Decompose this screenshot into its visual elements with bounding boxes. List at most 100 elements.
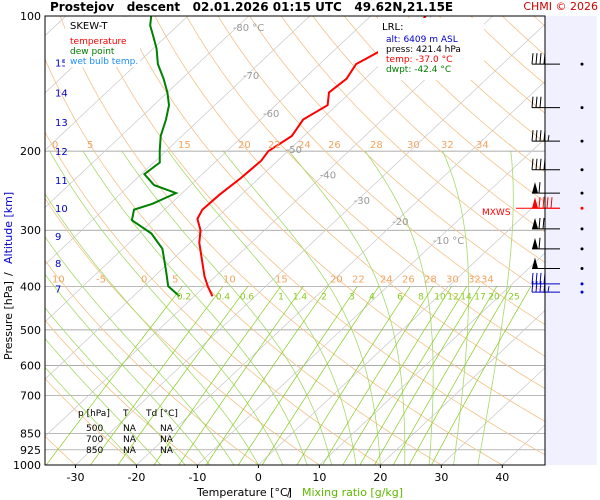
wind-barb-full xyxy=(539,96,542,108)
pressure-tick-label: 400 xyxy=(20,280,41,293)
mixing-ratio-label: 1 xyxy=(278,292,284,302)
wind-barb xyxy=(532,182,584,195)
mixing-ratio-line xyxy=(408,286,512,465)
wind-barb-full xyxy=(531,158,534,170)
lrl-title: LRL: xyxy=(382,22,403,33)
table-cell-p: 850 xyxy=(86,446,103,456)
table-header-td: Td [°C] xyxy=(145,409,178,419)
moist-adiabat-line xyxy=(167,150,357,465)
mixing-ratio-label: 20 xyxy=(488,292,500,302)
mixing-ratio-line xyxy=(392,286,498,465)
wind-barb-full xyxy=(539,158,542,170)
isotherm-line xyxy=(45,16,128,94)
mixing-ratio-line xyxy=(117,286,249,465)
dry-adiabat-label: 24 xyxy=(298,140,311,151)
table-header-p: p [hPa] xyxy=(78,409,110,419)
mixing-ratio-line xyxy=(261,286,380,465)
lrl-alt: alt: 6409 m ASL xyxy=(386,35,458,45)
mixing-ratio-label: 3 xyxy=(349,292,355,302)
y-axis-label-pressure: Pressure [hPa] xyxy=(2,281,15,360)
dry-adiabat-label: 30 xyxy=(446,274,459,285)
mixing-ratio-line xyxy=(153,286,282,465)
isotherm-line xyxy=(45,16,432,380)
wind-barb-full xyxy=(535,96,538,108)
altitude-tick-label: 10 xyxy=(55,204,68,215)
wind-barb-full xyxy=(531,281,534,293)
wind-barb-full xyxy=(539,130,542,142)
wind-barb-full xyxy=(535,272,538,284)
dry-adiabat-label: 5 xyxy=(87,140,93,151)
wind-barb-full xyxy=(531,96,534,108)
wind-barb-full xyxy=(539,53,542,65)
table-cell-t: NA xyxy=(123,446,137,456)
wind-barb-dot xyxy=(580,247,584,251)
x-axis-separator: / xyxy=(287,486,291,499)
lrl-box: LRL: alt: 6409 m ASL press: 421.4 hPa te… xyxy=(378,18,484,80)
station-name: Prostejov xyxy=(50,0,115,14)
dry-adiabat-line xyxy=(280,16,545,263)
altitude-tick-label: 9 xyxy=(55,232,61,243)
dry-adiabat-line xyxy=(217,16,545,326)
wind-barb-full xyxy=(539,272,542,284)
dry-adiabat-line xyxy=(59,16,503,465)
legend-item-temperature: temperature xyxy=(70,37,127,47)
dry-adiabat-line xyxy=(45,259,259,465)
moist-adiabat-line xyxy=(288,150,406,465)
wind-barb-half xyxy=(547,135,550,142)
dry-adiabat-line xyxy=(343,16,545,203)
dry-adiabat-label: 26 xyxy=(402,274,415,285)
dry-adiabat-label: -5 xyxy=(96,274,106,285)
wind-barb-full xyxy=(538,182,541,194)
mixing-ratio-line xyxy=(342,286,452,465)
sounding-position: 49.62N,21.15E xyxy=(354,0,454,14)
wind-panel xyxy=(545,16,597,465)
wind-barb-dot xyxy=(580,206,584,210)
mixing-ratio-label: 12 xyxy=(447,292,458,302)
wind-barb-pennant xyxy=(532,257,538,269)
temp-tick-label: 10 xyxy=(312,471,326,484)
dry-adiabat-label: 30 xyxy=(407,140,420,151)
dry-adiabat-label: 26 xyxy=(328,140,341,151)
mixing-ratio-line xyxy=(46,286,183,465)
sounding-kind: descent xyxy=(126,0,181,14)
wind-barb-full xyxy=(535,158,538,170)
temp-tick-label: -30 xyxy=(67,471,85,484)
isotherm-label: -60 xyxy=(263,109,279,120)
pressure-tick-label: 300 xyxy=(20,224,41,237)
isotherm-line xyxy=(441,367,545,465)
pressure-tick-label: 500 xyxy=(20,324,41,337)
legend-item-dewpoint: dew point xyxy=(70,47,115,57)
mixing-ratio-label: 0.2 xyxy=(177,292,191,302)
wind-barb xyxy=(531,96,584,110)
wind-barb-full xyxy=(531,130,534,142)
temp-tick-label: 40 xyxy=(495,471,509,484)
altitude-tick-label: 11 xyxy=(55,176,68,187)
mixing-ratio-label: 1.4 xyxy=(293,292,308,302)
pressure-tick-label: 850 xyxy=(20,427,41,440)
wind-barb-dot xyxy=(580,227,584,231)
wind-barb-dot xyxy=(580,266,584,270)
temperature-profile xyxy=(196,16,427,297)
dry-adiabat-label: 20 xyxy=(330,274,343,285)
wind-barb-dot xyxy=(580,139,584,143)
altitude-tick-label: 13 xyxy=(55,118,68,129)
wind-barb-full xyxy=(546,197,549,209)
dry-adiabat-line xyxy=(154,16,545,390)
dry-adiabat-label: 0 xyxy=(52,140,58,151)
moist-adiabat-line xyxy=(45,236,235,465)
wind-barb-full xyxy=(535,53,538,65)
moist-adiabat-line xyxy=(45,337,162,465)
mixing-ratio-line xyxy=(205,286,329,465)
mixing-ratio-label: 8 xyxy=(418,292,424,302)
table-cell-td: NA xyxy=(160,446,174,456)
table-cell-p: 700 xyxy=(86,435,103,445)
wind-barb-pennant xyxy=(532,237,538,249)
dry-adiabat-label: 34 xyxy=(476,140,489,151)
temp-tick-label: 30 xyxy=(434,471,448,484)
table-cell-t: NA xyxy=(123,435,137,445)
wind-barb-full xyxy=(531,272,534,284)
moist-adiabat-line xyxy=(222,150,381,465)
y-axis-separator: / xyxy=(2,272,15,276)
wind-barb-pennant xyxy=(532,197,538,209)
